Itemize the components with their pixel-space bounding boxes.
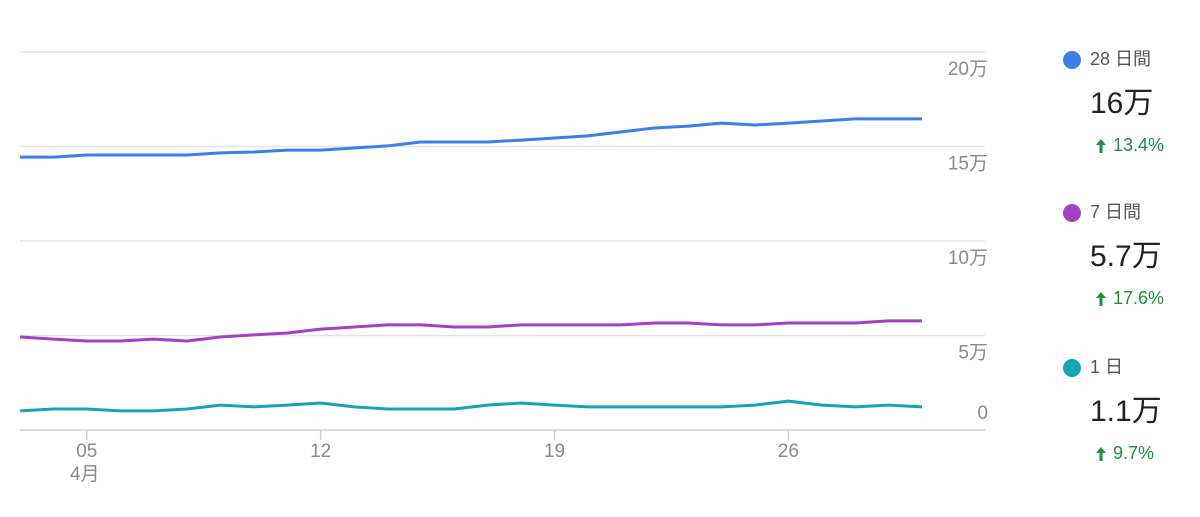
summary-value: 16万 — [1090, 87, 1153, 120]
y-tick-label: 15万 — [948, 154, 988, 175]
y-tick-label: 10万 — [948, 248, 988, 269]
summary-change: 9.7% — [1113, 443, 1154, 463]
legend-marker — [1063, 51, 1081, 69]
legend-label: 1 日 — [1090, 357, 1123, 377]
up-arrow — [1096, 447, 1106, 461]
summary-value: 5.7万 — [1090, 240, 1162, 273]
legend-marker — [1063, 204, 1081, 222]
legend-label: 7 日間 — [1090, 202, 1141, 222]
summary-change: 13.4% — [1113, 135, 1164, 155]
legend-marker — [1063, 359, 1081, 377]
series-line — [19, 319, 922, 343]
summary-change: 17.6% — [1113, 288, 1164, 308]
up-arrow — [1096, 292, 1106, 306]
series-line — [20, 117, 922, 159]
x-tick-label: 12 — [310, 441, 331, 462]
x-tick-label: 26 — [778, 441, 799, 462]
x-tick-label: 05 — [76, 441, 97, 462]
summary-value: 1.1万 — [1090, 395, 1162, 428]
y-tick-label: 5万 — [958, 343, 988, 364]
up-arrow — [1096, 139, 1106, 153]
y-tick-label: 0 — [977, 403, 988, 424]
x-month-label: 4月 — [70, 464, 100, 485]
legend-label: 28 日間 — [1090, 49, 1151, 69]
x-tick-label: 19 — [544, 441, 565, 462]
series-line — [19, 399, 923, 413]
y-tick-label: 20万 — [948, 59, 988, 80]
